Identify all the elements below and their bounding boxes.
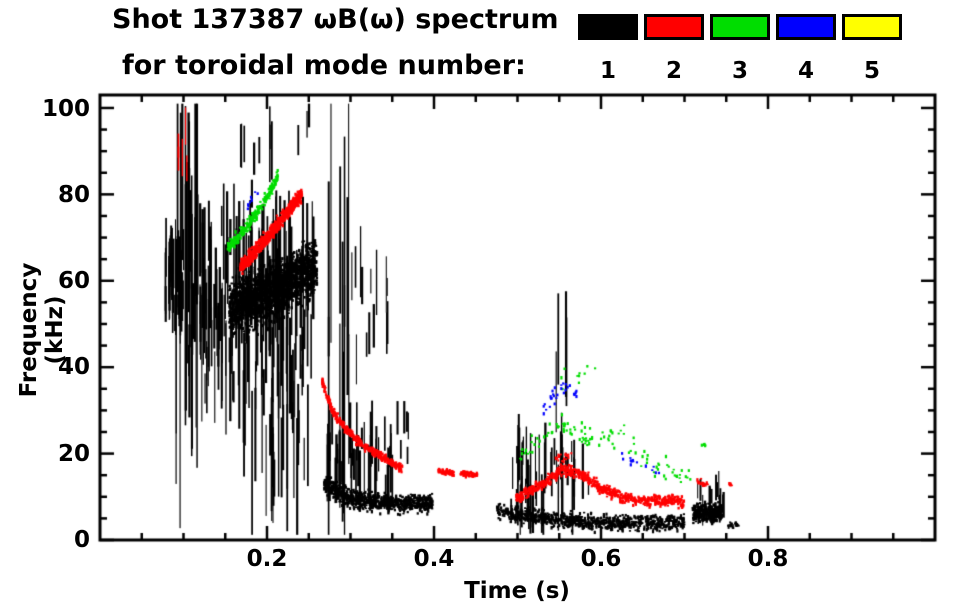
legend-swatch-1 — [578, 14, 638, 40]
x-tick-label-0-4: 0.4 — [413, 546, 455, 572]
legend-label-1: 1 — [599, 58, 616, 84]
legend-label-5: 5 — [863, 58, 880, 84]
page-title: Shot 137387 ωB(ω) spectrum — [112, 4, 559, 35]
x-axis-label: Time (s) — [464, 578, 570, 604]
y-tick-label-0: 0 — [73, 527, 90, 553]
legend: 1 2 3 4 5 — [578, 14, 908, 90]
legend-swatch-4 — [776, 14, 836, 40]
legend-label-3: 3 — [731, 58, 748, 84]
subtitle-mode-number: for toroidal mode number: — [122, 50, 526, 81]
legend-swatch-2 — [644, 14, 704, 40]
x-tick-label-0-8: 0.8 — [747, 546, 789, 572]
y-tick-label-100: 100 — [41, 96, 90, 122]
x-tick-label-0-2: 0.2 — [246, 546, 288, 572]
legend-label-2: 2 — [665, 58, 682, 84]
y-tick-label-20: 20 — [57, 441, 90, 467]
y-tick-label-60: 60 — [57, 268, 90, 294]
y-tick-label-40: 40 — [57, 354, 90, 380]
x-tick-label-0-6: 0.6 — [580, 546, 622, 572]
legend-swatch-3 — [710, 14, 770, 40]
y-tick-label-80: 80 — [57, 182, 90, 208]
legend-label-4: 4 — [797, 58, 814, 84]
legend-swatch-5 — [842, 14, 902, 40]
y-axis-label: Frequency (kHz) — [16, 262, 68, 398]
